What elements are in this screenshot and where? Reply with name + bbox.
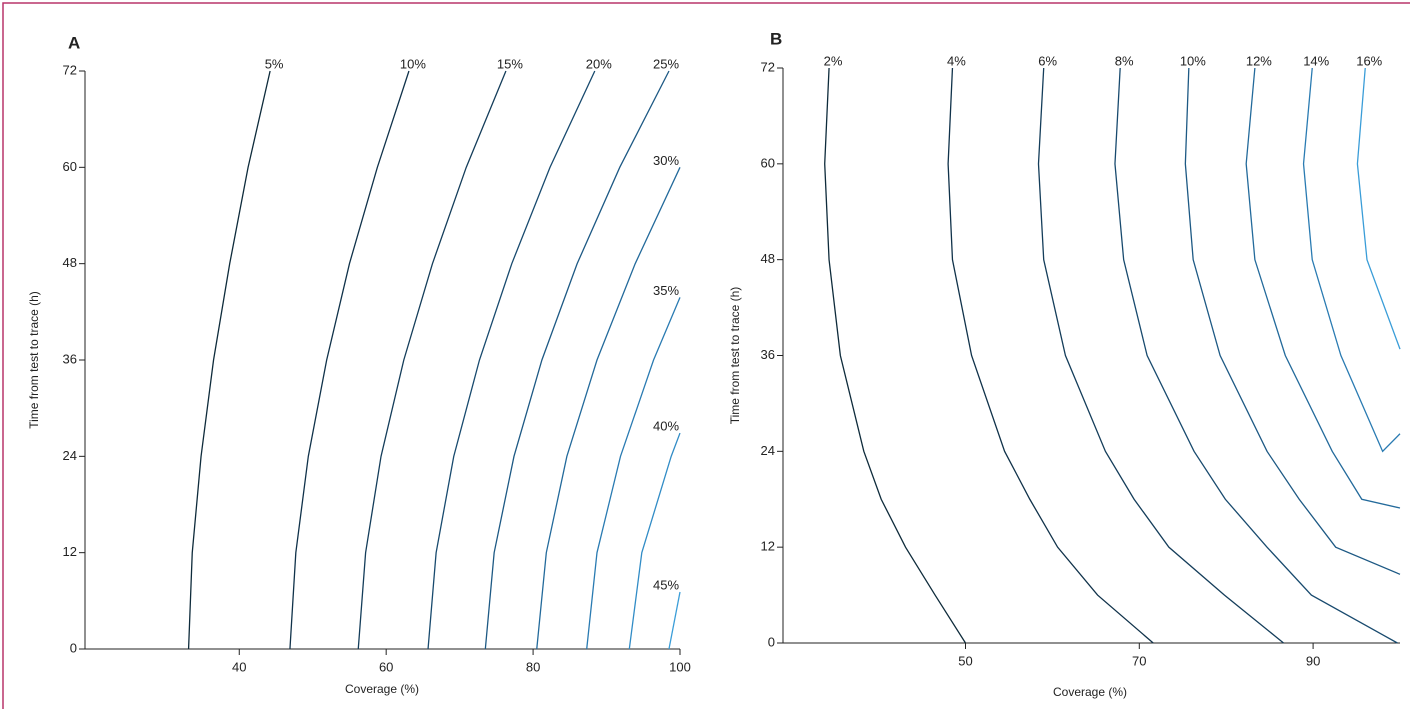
x-tick-label: 60: [379, 659, 393, 674]
contour-line: [1245, 67, 1401, 509]
line-label: 20%: [586, 56, 612, 71]
line-label: 10%: [400, 56, 426, 71]
x-tick-label: 40: [232, 659, 246, 674]
y-tick-label: 0: [70, 640, 77, 655]
y-tick-label: 12: [761, 539, 775, 554]
contour-line: [947, 67, 1154, 644]
contour-line: [586, 297, 681, 650]
line-label: 14%: [1303, 53, 1329, 68]
line-label: 45%: [653, 577, 679, 592]
y-tick-label: 72: [761, 59, 775, 74]
x-axis-title: Coverage (%): [345, 682, 419, 696]
y-tick-label: 48: [63, 255, 77, 270]
x-axis-title: Coverage (%): [1053, 685, 1127, 699]
line-label: 8%: [1115, 53, 1134, 68]
y-tick-label: 24: [761, 443, 775, 458]
contour-line: [187, 70, 271, 650]
y-tick-label: 72: [63, 62, 77, 77]
line-label: 2%: [824, 53, 843, 68]
line-label: 6%: [1038, 53, 1057, 68]
y-tick-label: 12: [63, 544, 77, 559]
contour-line: [1114, 67, 1398, 644]
line-label: 40%: [653, 418, 679, 433]
x-tick-label: 50: [958, 653, 972, 668]
y-tick-label: 24: [63, 448, 77, 463]
panel-label: A: [68, 33, 80, 52]
y-tick-label: 60: [761, 155, 775, 170]
x-tick-label: 90: [1306, 653, 1320, 668]
line-label: 16%: [1356, 53, 1382, 68]
y-tick-label: 36: [761, 347, 775, 362]
line-label: 5%: [265, 56, 284, 71]
contour-line: [1356, 67, 1401, 350]
contour-line: [357, 70, 507, 650]
x-tick-label: 80: [526, 659, 540, 674]
contour-line: [1184, 67, 1401, 575]
y-tick-label: 0: [768, 634, 775, 649]
x-tick-label: 100: [669, 659, 691, 674]
contour-line: [536, 167, 681, 650]
contour-line: [289, 70, 410, 650]
y-tick-label: 48: [761, 251, 775, 266]
contour-line: [668, 591, 681, 650]
panel-label: B: [770, 29, 782, 48]
line-label: 12%: [1246, 53, 1272, 68]
contour-line: [1302, 67, 1401, 453]
contour-line: [1037, 67, 1284, 644]
y-axis-title: Time from test to trace (h): [728, 287, 742, 425]
line-label: 15%: [497, 56, 523, 71]
line-label: 25%: [653, 56, 679, 71]
line-label: 30%: [653, 153, 679, 168]
contour-line: [427, 70, 596, 650]
x-tick-label: 70: [1132, 653, 1146, 668]
line-label: 4%: [947, 53, 966, 68]
contour-line: [484, 70, 670, 650]
line-label: 10%: [1180, 53, 1206, 68]
line-label: 35%: [653, 283, 679, 298]
contour-line: [824, 67, 967, 644]
y-tick-label: 60: [63, 159, 77, 174]
contour-line: [628, 432, 681, 650]
y-axis-title: Time from test to trace (h): [27, 291, 41, 429]
y-tick-label: 36: [63, 351, 77, 366]
